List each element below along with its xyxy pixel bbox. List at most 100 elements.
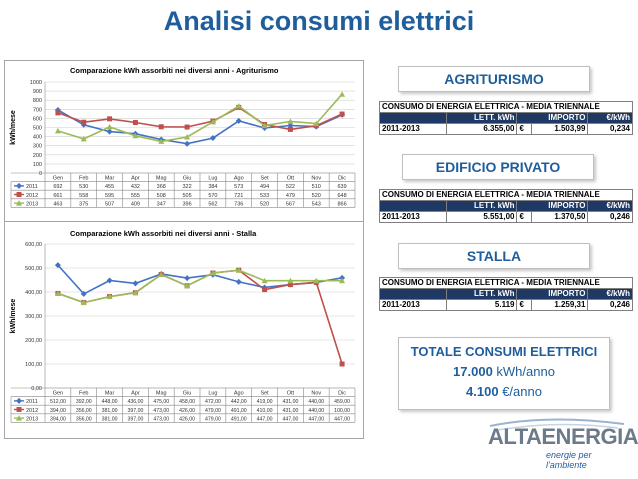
- kwh-cell: 6.355,00: [445, 123, 518, 135]
- data-label: 473,00: [153, 416, 169, 422]
- data-label: 661: [53, 193, 62, 199]
- x-tick-label: Ago: [234, 176, 244, 182]
- x-tick-label: Nov: [311, 176, 321, 182]
- data-label: 570: [208, 193, 217, 199]
- legend-entry: 2013: [26, 416, 38, 422]
- y-tick-label: 500: [33, 126, 42, 132]
- data-label: 440,00: [308, 399, 324, 405]
- data-point: [81, 119, 87, 125]
- col-rate: €/kWh: [587, 112, 633, 124]
- altaenergia-logo: ALTAENERGIA® energie per l'ambiente: [488, 418, 638, 470]
- series-line-2011: [57, 109, 343, 145]
- totals-kwh: 17.000 kWh/anno: [399, 362, 609, 382]
- x-tick-label: Giu: [183, 176, 192, 182]
- legend-entry: 2012: [26, 193, 38, 199]
- series-line-2012: [57, 106, 343, 131]
- data-label: 567: [286, 201, 295, 207]
- data-label: 508: [157, 193, 166, 199]
- series-2011: [54, 107, 346, 147]
- data-point: [235, 278, 242, 285]
- data-point: [158, 138, 165, 144]
- legend-key-marker: [16, 182, 22, 189]
- data-label: 431,00: [282, 408, 298, 414]
- totals-eur-unit: €/anno: [498, 384, 542, 399]
- data-label: 520: [312, 193, 321, 199]
- y-tick-label: 400,00: [25, 290, 42, 296]
- data-point: [287, 282, 293, 288]
- data-point: [107, 116, 113, 122]
- y-tick-label: 0: [39, 171, 42, 177]
- data-label: 447,00: [308, 416, 324, 422]
- data-label: 409: [131, 201, 140, 207]
- data-point: [235, 267, 242, 273]
- data-point: [313, 277, 320, 284]
- series-2013: [54, 91, 346, 144]
- x-tick-label: Feb: [79, 391, 88, 397]
- currency-cell: €: [516, 299, 533, 311]
- importo-cell: 1.370,50: [531, 211, 589, 223]
- x-tick-label: Mag: [156, 176, 167, 182]
- currency-cell: €: [516, 211, 533, 223]
- data-label: 448,00: [102, 399, 118, 405]
- x-tick-label: Mag: [156, 391, 167, 397]
- data-point: [55, 110, 61, 116]
- data-label: 442,00: [231, 399, 247, 405]
- data-point: [80, 290, 87, 297]
- data-point: [54, 290, 61, 296]
- data-point: [106, 293, 113, 300]
- y-tick-label: 500,00: [25, 266, 42, 272]
- currency-cell: €: [516, 123, 533, 135]
- data-label: 558: [79, 193, 88, 199]
- y-tick-label: 1000: [30, 80, 42, 86]
- legend-entry: 2011: [26, 399, 38, 405]
- totals-kwh-unit: kWh/anno: [492, 364, 555, 379]
- legend-entry: 2012: [26, 408, 38, 414]
- data-label: 396: [182, 201, 191, 207]
- data-label: 595: [105, 193, 114, 199]
- data-point: [106, 128, 113, 135]
- data-label: 692: [53, 184, 62, 190]
- rate-cell: 0,246: [587, 299, 633, 311]
- data-label: 866: [337, 201, 346, 207]
- chart-agriturismo-svg: Comparazione kWh assorbiti nei diversi a…: [10, 66, 356, 208]
- data-point: [287, 126, 293, 132]
- data-point: [339, 361, 345, 367]
- empty-cell: [379, 112, 447, 124]
- data-label: 543: [312, 201, 321, 207]
- series-line-2012: [57, 269, 343, 365]
- data-label: 419,00: [257, 399, 273, 405]
- data-label: 368: [157, 184, 166, 190]
- x-tick-label: Mar: [105, 391, 115, 397]
- y-tick-label: 200,00: [25, 338, 42, 344]
- data-point: [80, 299, 87, 306]
- data-point: [54, 127, 61, 134]
- data-label: 436,00: [127, 399, 143, 405]
- data-point: [106, 123, 113, 130]
- table-edificio-privato: CONSUMO DI ENERGIA ELETTRICA - MEDIA TRI…: [379, 189, 633, 223]
- slide-title: Analisi consumi elettrici: [163, 6, 475, 36]
- data-label: 510: [312, 184, 321, 190]
- data-point: [209, 135, 216, 142]
- data-point: [184, 140, 191, 147]
- totals-title: TOTALE CONSUMI ELETTRICI: [410, 344, 598, 359]
- data-label: 479,00: [205, 408, 221, 414]
- x-tick-label: Mar: [105, 176, 115, 182]
- data-point: [261, 277, 268, 284]
- y-tick-label: 100: [33, 162, 42, 168]
- totals-kwh-value: 17.000: [453, 364, 493, 379]
- data-label: 394,00: [50, 416, 66, 422]
- data-label: 472,00: [205, 399, 221, 405]
- data-label: 491,00: [231, 416, 247, 422]
- x-tick-label: Apr: [131, 176, 140, 182]
- data-label: 356,00: [76, 408, 92, 414]
- importo-cell: 1.259,31: [531, 299, 589, 311]
- section-title-stalla: STALLA: [398, 243, 590, 269]
- y-tick-label: 700: [33, 107, 42, 113]
- data-label: 322: [182, 184, 191, 190]
- logo-tagline: energie per l'ambiente: [546, 450, 592, 470]
- data-point: [132, 280, 139, 287]
- data-label: 397,00: [127, 408, 143, 414]
- data-label: 447,00: [334, 416, 350, 422]
- y-tick-label: 800: [33, 98, 42, 104]
- series-2013: [54, 267, 346, 306]
